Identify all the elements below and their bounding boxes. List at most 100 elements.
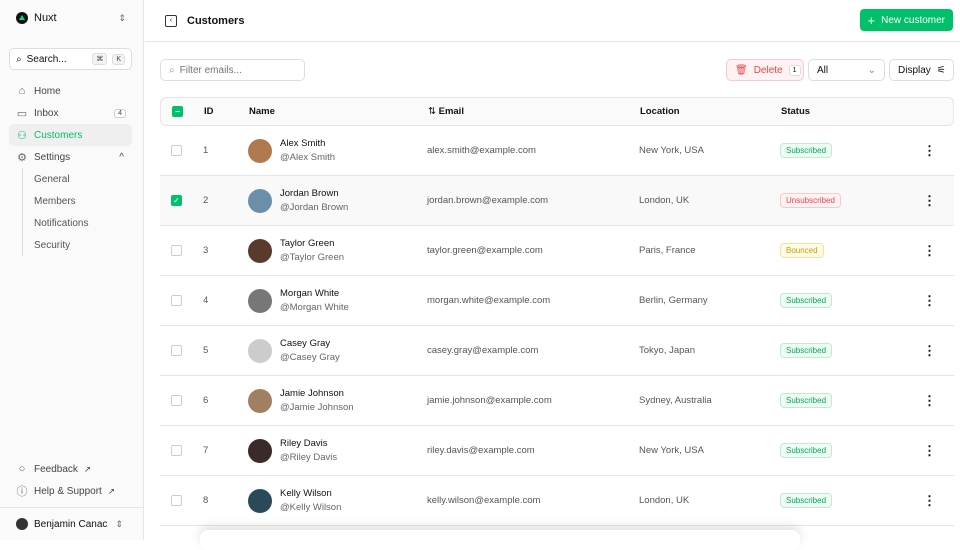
cell-id: 2 xyxy=(203,195,209,206)
filter-emails-input[interactable] xyxy=(179,64,290,76)
search-label: Search... xyxy=(26,53,67,65)
external-link-icon: ↗ xyxy=(107,486,115,496)
row-actions-menu-icon[interactable]: ⋮ xyxy=(923,442,936,458)
row-checkbox[interactable]: ✓ xyxy=(171,195,182,206)
row-checkbox[interactable] xyxy=(171,145,182,156)
cell-id: 7 xyxy=(203,445,209,456)
new-customer-button[interactable]: + New customer xyxy=(859,9,953,31)
avatar xyxy=(248,238,272,263)
inbox-count-badge: 4 xyxy=(114,108,126,118)
select-all-checkbox[interactable]: − xyxy=(172,106,183,117)
sidebar-item-customers[interactable]: ⚇ Customers xyxy=(9,124,132,146)
page-header: ‹ Customers + New customer xyxy=(145,0,960,42)
sort-icon: ⇅ xyxy=(428,106,439,117)
search-icon: ⌕ xyxy=(16,53,22,65)
cell-handle: @Morgan White xyxy=(280,302,349,313)
row-actions-menu-icon[interactable]: ⋮ xyxy=(923,492,936,508)
cell-id: 6 xyxy=(203,395,209,406)
delete-label: Delete xyxy=(753,64,783,76)
table-row: 6 Jamie Johnson @Jamie Johnson jamie.john… xyxy=(160,376,954,426)
cell-location: Paris, France xyxy=(639,245,696,256)
column-email-sort[interactable]: ⇅ Email xyxy=(428,106,640,117)
search-icon: ⌕ xyxy=(169,64,175,76)
cell-name: Riley Davis xyxy=(280,438,328,449)
sidebar-item-label: Inbox xyxy=(34,107,59,119)
chevron-up-icon: ^ xyxy=(119,151,124,163)
page-title: Customers xyxy=(187,14,245,27)
cell-location: New York, USA xyxy=(639,445,704,456)
cell-handle: @Kelly Wilson xyxy=(280,502,342,513)
sidebar-item-security[interactable]: Security xyxy=(34,239,71,251)
table-row: 7 Riley Davis @Riley Davis riley.davis@ex… xyxy=(160,426,954,476)
filter-emails-field[interactable]: ⌕ xyxy=(160,59,305,81)
delete-button[interactable]: 🗑 Delete 1 xyxy=(726,59,804,81)
display-button[interactable]: Display ⚟ xyxy=(889,59,954,81)
search-button[interactable]: ⌕ Search... ⌘ K xyxy=(9,48,132,70)
sidebar-item-label: Home xyxy=(34,85,61,97)
cell-email: jordan.brown@example.com xyxy=(427,195,549,206)
cell-handle: @Taylor Green xyxy=(280,252,345,263)
status-badge: Subscribed xyxy=(780,293,833,308)
cell-id: 3 xyxy=(203,245,209,256)
plus-icon: + xyxy=(867,12,876,28)
sidebar-collapse-icon[interactable]: ‹ xyxy=(165,14,177,27)
table-row: 8 Kelly Wilson @Kelly Wilson kelly.wilson… xyxy=(160,476,954,526)
cell-handle: @Alex Smith xyxy=(280,152,336,163)
row-actions-menu-icon[interactable]: ⋮ xyxy=(923,392,936,408)
sidebar-item-general[interactable]: General xyxy=(34,173,70,185)
row-checkbox[interactable] xyxy=(171,295,182,306)
cell-location: Tokyo, Japan xyxy=(639,345,695,356)
row-checkbox[interactable] xyxy=(171,445,182,456)
row-checkbox[interactable] xyxy=(171,495,182,506)
chevron-up-down-icon: ⇕ xyxy=(118,12,126,23)
chat-icon: ○ xyxy=(18,463,26,475)
status-badge: Subscribed xyxy=(780,493,833,508)
table-row: 4 Morgan White @Morgan White morgan.white… xyxy=(160,276,954,326)
user-menu[interactable]: Benjamin Canac ⇕ xyxy=(0,507,143,540)
cell-handle: @Jamie Johnson xyxy=(280,402,354,413)
cell-name: Jordan Brown xyxy=(280,188,339,199)
row-actions-menu-icon[interactable]: ⋮ xyxy=(923,292,936,308)
cell-location: London, UK xyxy=(639,495,690,506)
avatar xyxy=(248,388,272,413)
sidebar-item-inbox[interactable]: ▭ Inbox 4 xyxy=(9,102,132,124)
row-checkbox[interactable] xyxy=(171,245,182,256)
table-header: − ID Name ⇅ Email Location Status xyxy=(160,97,954,126)
external-link-icon: ↗ xyxy=(83,464,91,474)
sidebar-item-members[interactable]: Members xyxy=(34,195,76,207)
avatar xyxy=(248,438,272,463)
cell-email: kelly.wilson@example.com xyxy=(427,495,541,506)
cell-location: London, UK xyxy=(639,195,690,206)
cell-id: 5 xyxy=(203,345,209,356)
row-actions-menu-icon[interactable]: ⋮ xyxy=(923,142,936,158)
feedback-label: Feedback xyxy=(34,463,78,475)
brand-name: Nuxt xyxy=(34,12,57,24)
avatar xyxy=(16,518,28,530)
table-row: 5 Casey Gray @Casey Gray casey.gray@examp… xyxy=(160,326,954,376)
help-support-link[interactable]: ⓘ Help & Support ↗ xyxy=(9,480,132,502)
cell-id: 4 xyxy=(203,295,209,306)
sidebar-item-notifications[interactable]: Notifications xyxy=(34,217,89,229)
status-badge: Bounced xyxy=(780,243,824,258)
new-customer-label: New customer xyxy=(881,14,945,26)
row-actions-menu-icon[interactable]: ⋮ xyxy=(923,192,936,208)
inbox-icon: ▭ xyxy=(16,107,28,120)
status-filter-select[interactable]: All ⌄ xyxy=(808,59,885,81)
status-filter-value: All xyxy=(817,64,829,76)
sidebar-item-label: Customers xyxy=(34,129,83,141)
table-row: 1 Alex Smith @Alex Smith alex.smith@examp… xyxy=(160,126,954,176)
user-name: Benjamin Canac xyxy=(34,518,108,530)
row-checkbox[interactable] xyxy=(171,395,182,406)
sidebar-item-settings[interactable]: ⚙ Settings ^ xyxy=(9,146,132,168)
cell-name: Kelly Wilson xyxy=(280,488,332,499)
column-name: Name xyxy=(249,106,275,117)
sidebar-item-home[interactable]: ⌂ Home xyxy=(9,80,132,102)
cell-email: casey.gray@example.com xyxy=(427,345,539,356)
sidebar-item-label: Settings xyxy=(34,151,71,163)
row-actions-menu-icon[interactable]: ⋮ xyxy=(923,342,936,358)
cell-location: New York, USA xyxy=(639,145,704,156)
row-checkbox[interactable] xyxy=(171,345,182,356)
feedback-link[interactable]: ○ Feedback ↗ xyxy=(9,458,132,480)
row-actions-menu-icon[interactable]: ⋮ xyxy=(923,242,936,258)
team-switcher[interactable]: Nuxt ⇕ xyxy=(16,12,126,24)
